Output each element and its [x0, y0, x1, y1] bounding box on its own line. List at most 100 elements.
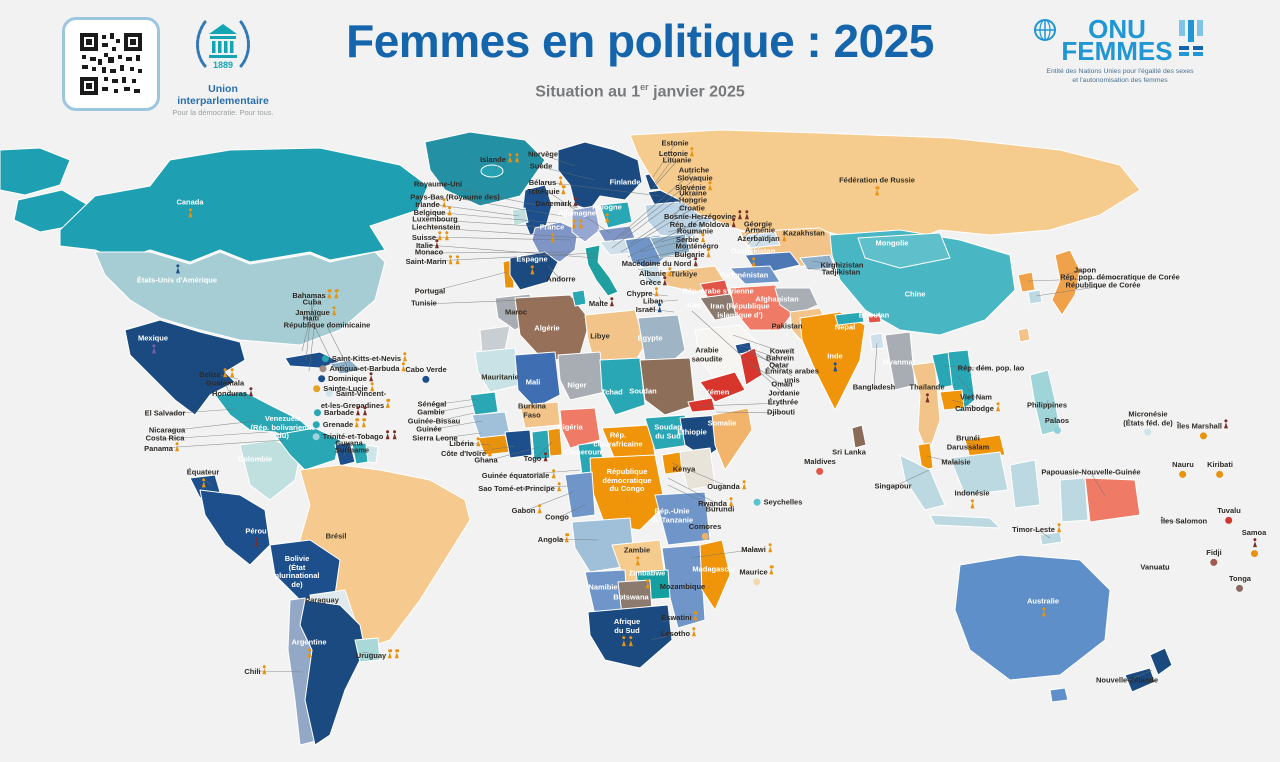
map-label-costa-rica: Costa Rica [145, 433, 185, 443]
map-label-koweït: Koweït [769, 346, 795, 356]
map-label-tchéquie: Tchéquie [527, 185, 566, 197]
map-label-jordanie: Jordanie [768, 388, 800, 398]
map-label-saint-kitts-et-nevis: Saint-Kitts-et-Nevis [321, 352, 408, 364]
map-label-maldives: Maldives [804, 457, 836, 476]
woman-icon [549, 233, 555, 243]
map-label-islande: Islande [480, 153, 520, 165]
map-label-estonie: Estonie [661, 138, 689, 148]
ipu-logo: 1889 [196, 20, 250, 70]
map-label-namibie: Namibie [588, 582, 618, 592]
map-label-maurice: Maurice [739, 565, 774, 586]
island-marker [1236, 584, 1244, 592]
map-label-liban: Liban [643, 296, 663, 306]
map-label-zambie: Zambie [624, 546, 650, 567]
woman-icon [331, 306, 337, 316]
map-label-égypte: Égypte [637, 333, 663, 343]
woman-icon [385, 399, 391, 409]
woman-icon [362, 406, 368, 416]
map-label-mozambique: Mozambique [660, 580, 712, 592]
woman-icon [628, 636, 634, 646]
map-label-pays-bas-royaume-des: Pays-Bas (Royaume des) [410, 192, 500, 202]
map-label-république-dominicaine: République dominicaine [283, 320, 371, 330]
map-label-oman: Oman [771, 379, 793, 389]
woman-icon [625, 495, 631, 505]
island-marker [312, 421, 320, 429]
map-label-côte-d-ivoire: Côte d'Ivoire [441, 447, 493, 459]
map-label-venezuela-rép-bolivarienne-du: Venezuela (Rép. bolivarienne du) [250, 414, 316, 441]
map-label-monaco: Monaco [414, 247, 444, 257]
map-label-norvège: Norvège [527, 149, 559, 159]
woman-icon [769, 565, 775, 575]
map-label-botswana: Botswana [613, 592, 649, 602]
woman-icon [327, 289, 333, 299]
map-label-soudan: Soudan [629, 386, 657, 396]
map-label-philippines: Philippines [1026, 400, 1068, 410]
map-label-mali: Mali [525, 377, 541, 387]
woman-icon [969, 499, 975, 509]
woman-icon [402, 352, 408, 362]
map-label-tchad: Tchad [601, 387, 623, 397]
woman-icon [621, 636, 627, 646]
woman-icon [1223, 419, 1229, 429]
map-label-trinité-et-tobago: Trinité-et-Tobago [312, 430, 398, 442]
woman-icon [691, 627, 697, 637]
map-label-érythrée: Érythrée [767, 397, 799, 407]
map-label-qatar: Qatar [769, 360, 789, 370]
woman-icon [706, 248, 712, 258]
map-label-croatie: Croatie [679, 203, 705, 213]
woman-icon [355, 406, 361, 416]
map-label-nauru: Nauru [1172, 460, 1194, 479]
map-label-rép-dém-pop-lao: Rép. dém. pop. lao [957, 363, 1025, 373]
map-label-iran-république-islamique-d: Iran (République islamique d') [710, 301, 770, 319]
woman-icon [391, 430, 397, 440]
map-label-royaume-uni: Royaume-Uni [413, 179, 463, 189]
woman-icon [306, 648, 312, 658]
island-marker [325, 389, 333, 397]
map-label-dominique: Dominique [318, 372, 374, 384]
map-label-soudan-du-sud: Soudan du Sud [654, 422, 682, 440]
map-label-bhoutan: Bhoutan [858, 310, 890, 320]
woman-icon [361, 418, 367, 428]
map-label-slovénie: Slovénie [675, 181, 713, 193]
ipu-name: Union interparlementaire [177, 83, 269, 107]
map-label-algérie: Algérie [534, 323, 560, 333]
island-marker [1250, 550, 1258, 558]
map-label-gambie: Gambie [417, 407, 445, 417]
map-label-malawi: Malawi [741, 543, 773, 555]
woman-icon [693, 611, 699, 621]
map-label-finlande: Finlande [609, 177, 641, 187]
map-label-arabie-saoudite: Arabie saoudite [691, 345, 723, 363]
qr-code [62, 17, 160, 111]
island-marker [753, 578, 761, 585]
map-label-lettonie: Lettonie [659, 147, 695, 159]
map-label-tunisie: Tunisie [411, 298, 437, 308]
map-label-saint-marin: Saint-Marin [406, 255, 461, 267]
map-label-népal: Népal [834, 322, 856, 332]
woman-icon [645, 579, 651, 589]
map-label-pakistan: Pakistan [771, 321, 803, 331]
map-label-danemark: Danemark [535, 197, 578, 209]
map-label-iraq: Iraq [687, 300, 701, 310]
map-label-slovaquie: Slovaquie [677, 173, 713, 183]
woman-icon [536, 504, 542, 514]
map-label-suède: Suède [529, 161, 553, 171]
map-label-géorgie: Géorgie [743, 219, 773, 229]
woman-icon [571, 219, 577, 229]
woman-icon [556, 482, 562, 492]
map-label-brésil: Brésil [325, 531, 347, 541]
map-label-angola: Angola [538, 533, 570, 545]
map-label-guinée-bissau: Guinée-Bissau [407, 416, 461, 426]
woman-icon [444, 231, 450, 241]
woman-icon [656, 303, 662, 313]
woman-icon [437, 231, 443, 241]
map-label-sénégal: Sénégal [417, 399, 447, 409]
woman-icon [605, 213, 611, 223]
map-label-saint-vincent-et-les-grenadines: Saint-Vincent- et-les-Grenadines [321, 389, 391, 410]
woman-icon [700, 233, 706, 243]
map-label-luxembourg: Luxembourg [412, 214, 458, 224]
map-label-congo: Congo [545, 512, 569, 522]
woman-icon [707, 181, 713, 191]
map-label-comores: Comores [689, 522, 721, 541]
